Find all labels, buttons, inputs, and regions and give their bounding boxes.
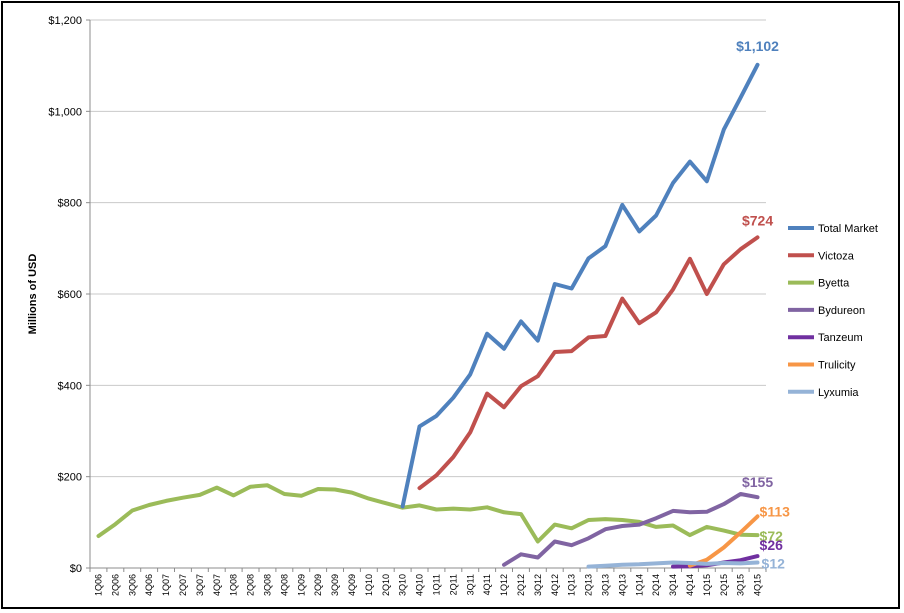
series-line-victoza [417, 235, 760, 491]
y-tick-label: $200 [58, 472, 82, 484]
x-tick-label: 1Q15 [702, 574, 712, 596]
legend-label: Victoza [818, 250, 855, 262]
end-label-byetta: $72 [760, 528, 784, 544]
y-tick-label: $800 [58, 198, 82, 210]
x-axis-ticks: 1Q06 2Q06 3Q06 4Q06 1Q07 2Q07 3Q07 4Q07 1Q08 2Q08… [89, 568, 767, 596]
x-tick-label: 3Q15 [736, 574, 746, 596]
legend-label: Byetta [818, 278, 850, 290]
gridlines [90, 19, 766, 478]
x-tick-label: 3Q10 [398, 574, 408, 596]
y-axis-label: Millions of USD [27, 254, 39, 335]
x-tick-label: 1Q09 [296, 574, 306, 596]
legend-label: Lyxumia [818, 387, 859, 399]
series-line-bydureon [502, 492, 760, 567]
legend-label: Bydureon [818, 305, 865, 317]
x-tick-label: 4Q07 [212, 574, 222, 596]
x-tick-label: 2Q13 [584, 574, 594, 596]
series-line-total-market [400, 62, 760, 509]
y-tick-label: $600 [58, 289, 82, 301]
legend-label: Total Market [818, 223, 878, 235]
x-tick-label: 4Q15 [753, 574, 763, 596]
x-tick-label: 1Q13 [567, 574, 577, 596]
x-tick-label: 4Q10 [415, 574, 425, 596]
x-tick-label: 4Q08 [279, 574, 289, 596]
y-tick-label: $400 [58, 380, 82, 392]
x-tick-label: 1Q06 [93, 574, 103, 596]
end-label-victoza: $724 [742, 212, 773, 228]
x-tick-label: 3Q06 [127, 574, 137, 596]
legend-label: Trulicity [818, 360, 856, 372]
line-chart: $0 $200 $400 $600 $800 $1,000 $1,200 1Q06 2Q06 3… [27, 15, 878, 596]
end-label-lyxumia: $12 [762, 556, 786, 572]
x-tick-label: 1Q10 [364, 574, 374, 596]
y-tick-label: $0 [70, 563, 82, 575]
x-tick-label: 2Q12 [516, 574, 526, 596]
x-tick-label: 4Q12 [550, 574, 560, 596]
end-label-trulicity: $113 [760, 503, 791, 519]
x-tick-label: 2Q11 [448, 574, 458, 595]
x-tick-label: 1Q11 [431, 574, 441, 595]
series-line-lyxumia [586, 560, 760, 569]
end-label-bydureon: $155 [742, 474, 773, 490]
x-tick-label: 3Q08 [262, 574, 272, 596]
x-tick-label: 3Q07 [195, 574, 205, 596]
x-tick-label: 3Q11 [465, 574, 475, 595]
x-tick-label: 2Q09 [313, 574, 323, 596]
x-tick-label: 2Q06 [110, 574, 120, 596]
series-line-byetta [96, 483, 760, 544]
legend: Total Market Victoza Byetta Bydureon Tanzeum… [788, 223, 878, 399]
x-tick-label: 3Q12 [533, 574, 543, 596]
x-tick-label: 2Q07 [178, 574, 188, 596]
x-tick-label: 1Q12 [499, 574, 509, 596]
x-tick-label: 3Q13 [600, 574, 610, 596]
y-axis-ticks: $0 $200 $400 $600 $800 $1,000 $1,200 [48, 15, 90, 575]
x-tick-label: 3Q14 [668, 574, 678, 596]
x-tick-label: 3Q09 [330, 574, 340, 596]
x-tick-label: 4Q11 [482, 574, 492, 595]
end-label-tanzeum: $26 [760, 537, 784, 553]
x-tick-label: 2Q15 [719, 574, 729, 596]
x-tick-label: 4Q14 [685, 574, 695, 596]
x-tick-label: 2Q10 [381, 574, 391, 596]
end-label-total-market: $1,102 [736, 38, 779, 54]
y-tick-label: $1,200 [48, 15, 82, 27]
x-tick-label: 2Q08 [246, 574, 256, 596]
x-tick-label: 1Q07 [161, 574, 171, 596]
series-lines [96, 62, 760, 569]
y-tick-label: $1,000 [48, 106, 82, 118]
x-tick-label: 4Q13 [617, 574, 627, 596]
x-tick-label: 2Q14 [651, 574, 661, 596]
end-value-labels: $1,102 $724 $72 $155 $26 $113 $12 [736, 38, 790, 572]
x-tick-label: 4Q06 [144, 574, 154, 596]
legend-label: Tanzeum [818, 332, 863, 344]
x-tick-label: 1Q08 [229, 574, 239, 596]
x-tick-label: 1Q14 [634, 574, 644, 596]
x-tick-label: 4Q09 [347, 574, 357, 596]
